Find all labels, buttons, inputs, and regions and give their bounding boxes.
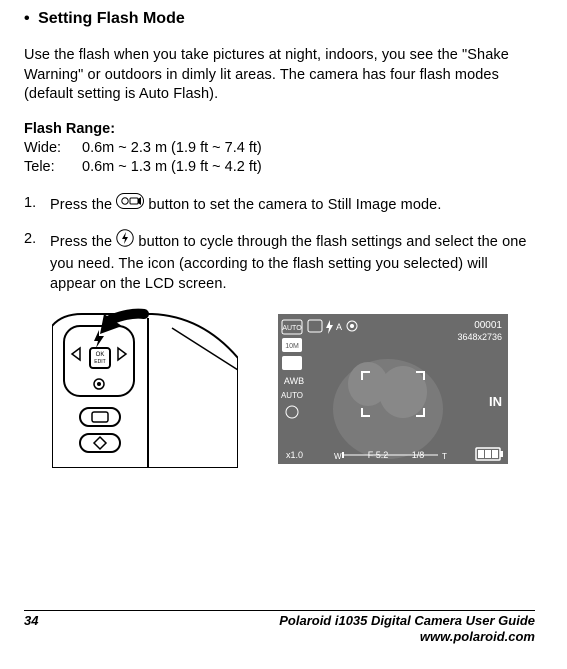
intro-paragraph: Use the flash when you take pictures at … <box>24 46 535 105</box>
awb-label: AWB <box>284 376 304 386</box>
step-text: Press the button to cycle through the fl… <box>50 230 535 294</box>
flash-auto-label: A <box>336 322 342 332</box>
range-row-wide: Wide: 0.6m ~ 2.3 m (1.9 ft ~ 7.4 ft) <box>24 139 535 159</box>
svg-text:OK: OK <box>96 352 105 358</box>
step-number: 2. <box>24 230 50 294</box>
counter: 00001 <box>474 320 502 331</box>
step-text: Press the button to set the camera to St… <box>50 194 535 217</box>
step-1: 1. Press the button to set the camera to… <box>24 194 535 217</box>
range-value: 0.6m ~ 1.3 m (1.9 ft ~ 4.2 ft) <box>82 158 262 178</box>
flash-button-icon <box>116 229 134 254</box>
lcd-preview: AUTO 10M AWB AUTO A 00001 3648x2736 IN x… <box>278 314 508 464</box>
step-2: 2. Press the button to cycle through the… <box>24 230 535 294</box>
range-key: Tele: <box>24 158 82 178</box>
svg-text:10M: 10M <box>285 343 299 350</box>
footer-right: Polaroid i1035 Digital Camera User Guide… <box>279 613 535 646</box>
section-title: • Setting Flash Mode <box>24 10 535 28</box>
guide-url: www.polaroid.com <box>279 629 535 645</box>
range-value: 0.6m ~ 2.3 m (1.9 ft ~ 7.4 ft) <box>82 139 262 159</box>
title-text: Setting Flash Mode <box>38 10 185 27</box>
range-row-tele: Tele: 0.6m ~ 1.3 m (1.9 ft ~ 4.2 ft) <box>24 158 535 178</box>
svg-text:W: W <box>334 452 342 461</box>
flash-range-label: Flash Range: <box>24 121 535 137</box>
page-footer: 34 Polaroid i1035 Digital Camera User Gu… <box>24 610 535 646</box>
guide-title: Polaroid i1035 Digital Camera User Guide <box>279 613 535 629</box>
step-number: 1. <box>24 194 50 217</box>
zoom-label: x1.0 <box>286 450 303 460</box>
resolution: 3648x2736 <box>457 332 502 342</box>
svg-text:EDIT: EDIT <box>94 359 105 365</box>
figure-row: OK EDIT <box>52 308 535 468</box>
svg-text:T: T <box>442 452 447 461</box>
storage-in: IN <box>489 394 502 409</box>
svg-text:AUTO: AUTO <box>282 325 302 332</box>
mode-button-icon <box>116 193 144 216</box>
flash-range-block: Flash Range: Wide: 0.6m ~ 2.3 m (1.9 ft … <box>24 121 535 178</box>
svg-text:AUTO: AUTO <box>281 391 303 400</box>
title-bullet: • <box>24 10 30 27</box>
page-number: 34 <box>24 613 38 646</box>
camera-illustration: OK EDIT <box>52 308 238 468</box>
range-key: Wide: <box>24 139 82 159</box>
